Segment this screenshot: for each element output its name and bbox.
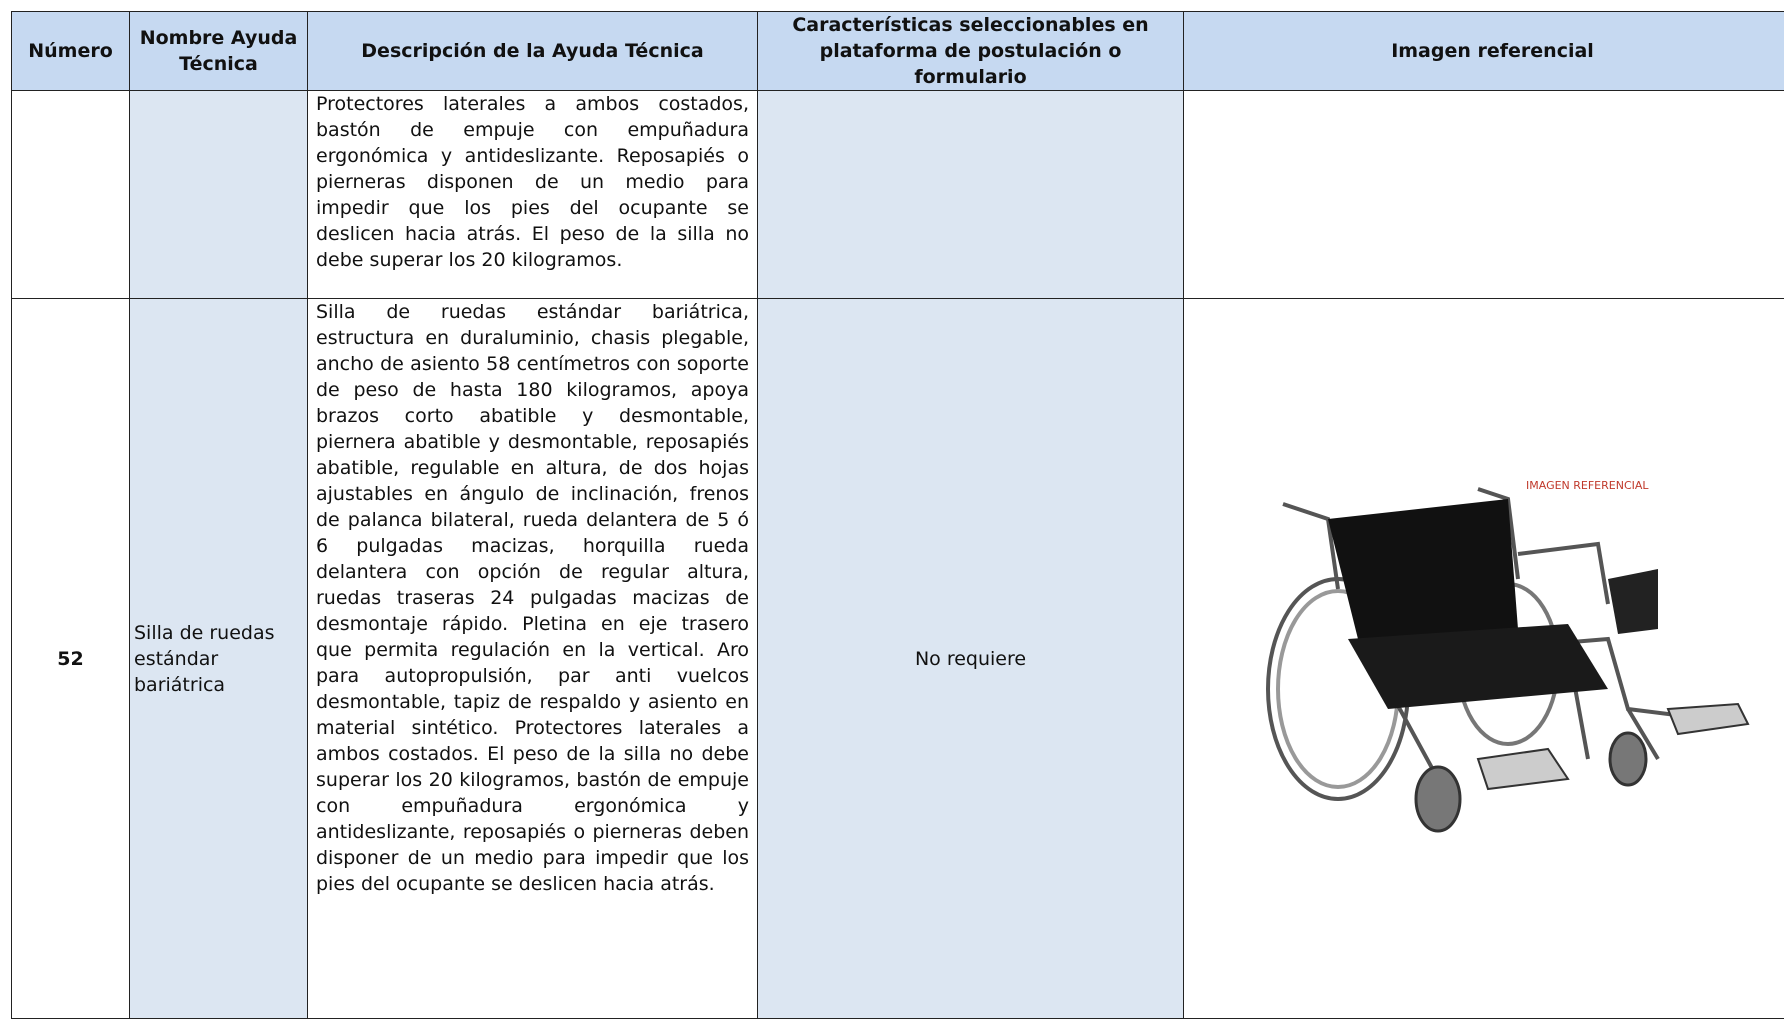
cell — [12, 91, 130, 299]
row: 52 Silla de ruedas estándar bariátrica S… — [12, 299, 1784, 1019]
image-cell: IMAGEN REFERENCIAL — [1184, 299, 1784, 1019]
header-row: Número Nombre Ayuda Técnica Descripción … — [12, 12, 1784, 91]
description-cell: Silla de ruedas estándar bariátrica, est… — [308, 299, 758, 1019]
row: Protectores laterales a ambos costados, … — [12, 91, 1784, 299]
header-cell: Nombre Ayuda Técnica — [130, 12, 308, 91]
header-cell: Descripción de la Ayuda Técnica — [308, 12, 758, 91]
features-cell: No requiere — [758, 299, 1184, 1019]
cell — [130, 91, 308, 299]
image-label: IMAGEN REFERENCIAL — [1526, 479, 1649, 492]
name-cell: Silla de ruedas estándar bariátrica — [130, 299, 308, 1019]
header-cell: Características seleccionables en plataf… — [758, 12, 1184, 91]
header-cell: Imagen referencial — [1184, 12, 1784, 91]
aids-table: Número Nombre Ayuda Técnica Descripción … — [11, 11, 1784, 1019]
header-cell: Número — [12, 12, 130, 91]
description-cell: Protectores laterales a ambos costados, … — [308, 91, 758, 299]
number-cell: 52 — [12, 299, 130, 1019]
wheelchair-image: IMAGEN REFERENCIAL — [1188, 459, 1784, 859]
cell — [758, 91, 1184, 299]
page: Número Nombre Ayuda Técnica Descripción … — [0, 0, 1784, 997]
cell — [1184, 91, 1784, 299]
